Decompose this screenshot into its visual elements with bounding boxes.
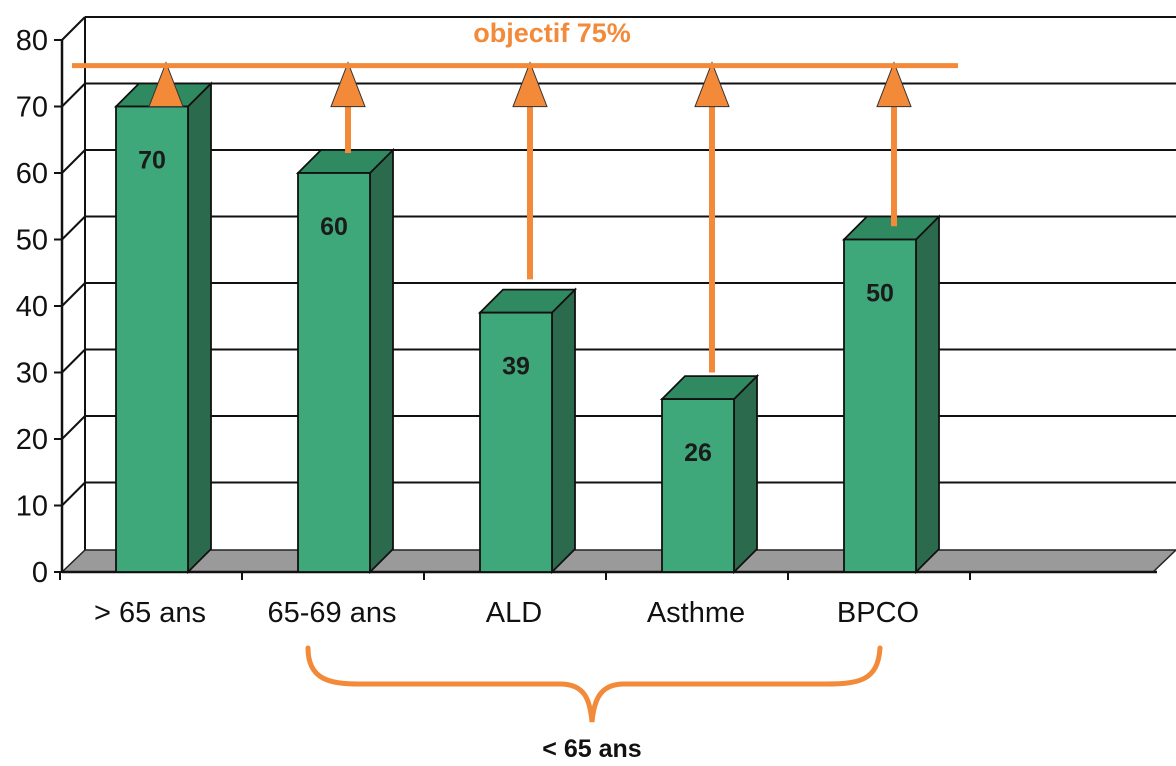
bar-value-label: 39 [502,353,530,381]
bar-3: 39 [477,287,578,575]
x-category-label: BPCO [837,597,919,629]
target-arrow-head [694,61,730,108]
bar-side [915,214,940,575]
gridline-diagonal [61,149,86,174]
x-category-label: ALD [486,597,542,629]
grid-layer [61,16,1176,550]
axes: 0 10 20 30 40 50 60 70 80 > 65 ans 65-69 ans ALD Ast… [16,25,1157,629]
x-category-label: Asthme [647,597,745,629]
y-tick-label: 80 [16,25,48,57]
gridline-diagonal [61,16,86,41]
chart-floor [60,549,1176,573]
bar-side [369,147,394,575]
age-group-bracket: < 65 ans [305,645,883,763]
bar-5: 50 [841,214,942,575]
bar-value-label: 60 [320,213,348,241]
bar-side [551,287,576,575]
bar-front [297,172,371,573]
bar-1: 70 [113,81,214,575]
bar-value-label: 50 [866,280,894,308]
y-tick-label: 50 [16,225,48,257]
gridline-diagonal [61,481,86,507]
gridline-diagonal [61,282,86,307]
floor-band [60,549,1176,573]
y-tick-label: 70 [16,92,48,124]
bar-value-label: 26 [684,439,712,467]
target-arrow-head [148,61,184,108]
target-arrow-head [876,61,912,108]
y-tick-label: 0 [32,557,48,589]
bar-front [661,398,735,573]
y-tick-label: 10 [16,491,48,523]
target-line-group: objectif 75% [72,18,958,69]
bar-value-label: 70 [138,147,166,175]
bar-front [843,238,917,573]
y-tick-label: 30 [16,358,48,390]
y-tick-label: 60 [16,158,48,190]
target-arrow-head [330,61,366,108]
gridline-diagonal [61,82,86,108]
x-category-label: 65-69 ans [268,597,397,629]
bar-side [187,81,212,575]
target-arrow-head [512,61,548,108]
gridline-diagonal [61,348,86,374]
bar-front [479,311,553,573]
bar-side [733,373,758,575]
x-category-label: > 65 ans [94,597,206,629]
target-arrows [148,61,912,373]
y-tick-label: 20 [16,424,48,456]
bars: 70 60 39 26 50 [113,81,942,575]
gridline-diagonal [61,415,86,440]
bar-2: 60 [295,147,396,575]
group-bracket [305,645,883,723]
gridline-diagonal [61,215,86,241]
bar-4: 26 [659,373,760,575]
bar-front [115,105,189,573]
target-label: objectif 75% [473,18,631,48]
group-label: < 65 ans [542,735,641,763]
y-tick-label: 40 [16,291,48,323]
